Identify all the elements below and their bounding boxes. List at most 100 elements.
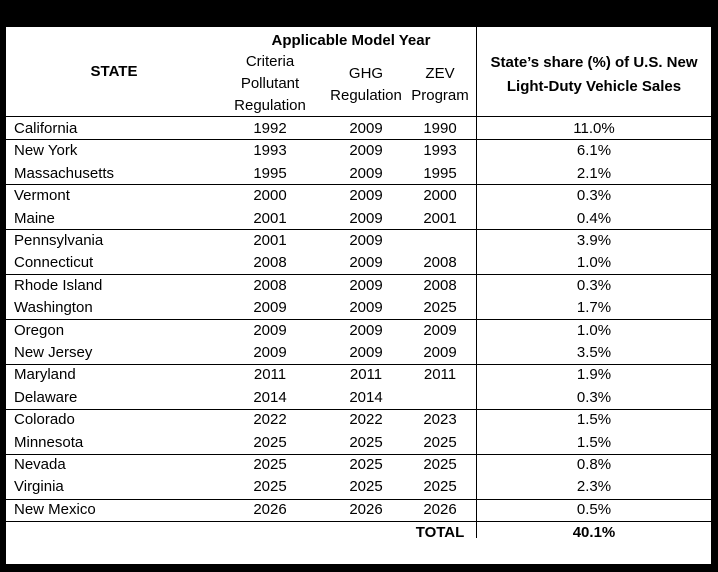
zev-year: 2008 [423, 254, 457, 272]
criteria-year: 2009 [253, 321, 287, 339]
zev-year: 2025 [423, 299, 457, 317]
ghg-year: 2009 [349, 344, 383, 361]
criteria-header-line2: Pollutant [240, 75, 300, 92]
criteria-year: 2025 [253, 478, 287, 496]
sales-share: 2.3% [576, 478, 612, 496]
state-name: Massachusetts [14, 164, 115, 182]
row-divider [6, 229, 711, 230]
state-name: New Jersey [14, 344, 93, 361]
ghg-year: 2009 [349, 164, 383, 182]
state-name: Maine [14, 209, 55, 227]
sales-share: 0.8% [576, 456, 612, 473]
ghg-year: 2014 [349, 388, 383, 406]
row-divider [6, 139, 711, 140]
sales-share: 1.5% [576, 433, 612, 451]
criteria-header-line1: Criteria [245, 53, 295, 70]
ghg-year: 2009 [349, 254, 383, 272]
zev-year: 2026 [423, 500, 457, 518]
state-name: Delaware [14, 388, 78, 406]
state-name: Pennsylvania [14, 232, 104, 249]
criteria-year: 2001 [253, 209, 287, 227]
zev-year: 2001 [423, 209, 457, 227]
sales-share: 0.3% [576, 388, 612, 406]
state-header: STATE [90, 63, 138, 80]
total-divider [6, 521, 711, 522]
zev-year: 2009 [423, 321, 457, 339]
state-vehicle-regulation-table: Applicable Model Year STATE Criteria Pol… [6, 27, 711, 564]
sales-share: 1.7% [576, 299, 612, 317]
criteria-year: 2026 [253, 500, 287, 518]
zev-header-line2: Program [411, 87, 469, 104]
row-divider [6, 364, 711, 365]
header-divider [6, 116, 711, 117]
sales-share: 0.4% [576, 209, 612, 227]
ghg-year: 2009 [349, 209, 383, 227]
ghg-year: 2009 [349, 276, 383, 294]
state-name: Minnesota [14, 433, 84, 451]
row-divider [6, 409, 711, 410]
criteria-year: 2022 [253, 411, 287, 429]
ghg-year: 2011 [349, 366, 383, 384]
sales-share: 1.0% [576, 254, 612, 272]
ghg-year: 2022 [349, 411, 383, 429]
ghg-year: 2009 [349, 120, 383, 137]
criteria-year: 2011 [253, 366, 287, 384]
zev-year: 2000 [423, 187, 457, 205]
state-name: New York [14, 142, 78, 160]
criteria-year: 2009 [253, 299, 287, 317]
criteria-year: 1995 [253, 164, 287, 182]
criteria-year: 2009 [253, 344, 287, 361]
row-divider [6, 454, 711, 455]
state-name: Vermont [14, 187, 70, 205]
state-name: California [14, 120, 78, 137]
ghg-year: 2025 [349, 433, 383, 451]
criteria-year: 1992 [253, 120, 287, 137]
total-label: TOTAL [415, 524, 465, 541]
criteria-header-line3: Regulation [234, 97, 306, 114]
zev-year: 1990 [423, 120, 457, 137]
state-name: Oregon [14, 321, 65, 339]
ghg-year: 2009 [349, 299, 383, 317]
applicable-model-year-header: Applicable Model Year [271, 32, 431, 49]
zev-year: 2023 [423, 411, 457, 429]
zev-year: 1995 [423, 164, 457, 182]
total-value: 40.1% [572, 524, 616, 541]
ghg-year: 2025 [349, 456, 383, 473]
row-divider [6, 499, 711, 500]
ghg-year: 2009 [349, 321, 383, 339]
share-header-line1: State’s share (%) of U.S. New [490, 54, 698, 71]
sales-share: 0.3% [576, 276, 612, 294]
zev-year: 1993 [423, 142, 457, 160]
sales-share: 0.3% [576, 187, 612, 205]
row-divider [6, 274, 711, 275]
sales-share: 3.5% [576, 344, 612, 361]
sales-share: 1.9% [576, 366, 612, 384]
criteria-year: 2000 [253, 187, 287, 205]
ghg-year: 2009 [349, 232, 383, 249]
zev-year: 2025 [423, 478, 457, 496]
share-header-line2: Light-Duty Vehicle Sales [506, 78, 682, 95]
criteria-year: 2001 [253, 232, 287, 249]
row-divider [6, 319, 711, 320]
criteria-year: 2014 [253, 388, 287, 406]
criteria-year: 2025 [253, 456, 287, 473]
ghg-year: 2025 [349, 478, 383, 496]
state-name: Colorado [14, 411, 75, 429]
criteria-year: 1993 [253, 142, 287, 160]
row-divider [6, 184, 711, 185]
state-name: Maryland [14, 366, 76, 384]
state-name: Virginia [14, 478, 64, 496]
criteria-year: 2008 [253, 276, 287, 294]
criteria-year: 2025 [253, 433, 287, 451]
state-name: Connecticut [14, 254, 94, 272]
ghg-year: 2026 [349, 500, 383, 518]
zev-year: 2008 [423, 276, 457, 294]
zev-year: 2025 [423, 456, 457, 473]
zev-year: 2025 [423, 433, 457, 451]
ghg-header-line2: Regulation [330, 87, 402, 104]
zev-year: 2009 [423, 344, 457, 361]
sales-share: 1.5% [576, 411, 612, 429]
ghg-year: 2009 [349, 187, 383, 205]
state-name: Nevada [14, 456, 66, 473]
sales-share: 11.0% [573, 120, 615, 137]
